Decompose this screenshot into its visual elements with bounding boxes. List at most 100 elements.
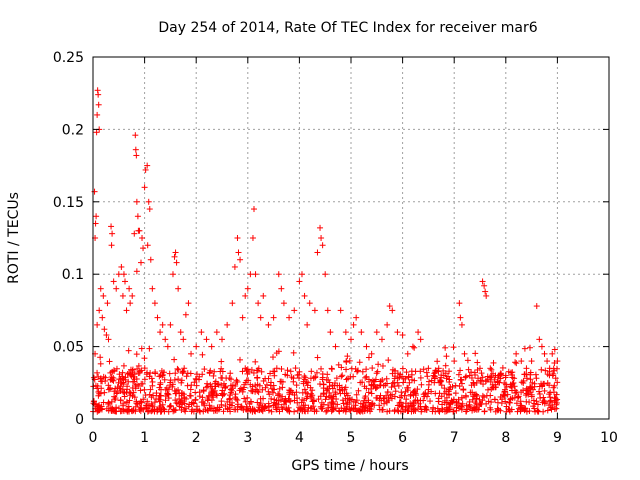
data-point	[92, 220, 99, 227]
data-point	[442, 362, 449, 369]
data-point	[290, 349, 297, 356]
data-point	[172, 397, 179, 404]
data-point	[437, 378, 444, 385]
data-point	[234, 397, 241, 404]
data-point	[142, 402, 149, 409]
data-point	[551, 367, 558, 374]
data-point	[314, 249, 321, 256]
data-point	[294, 407, 301, 414]
data-point	[239, 314, 246, 321]
data-point	[361, 408, 368, 415]
data-point	[147, 386, 154, 393]
data-point	[286, 389, 293, 396]
data-point	[115, 271, 122, 278]
data-point	[227, 392, 234, 399]
data-point	[172, 406, 179, 413]
data-point	[287, 398, 294, 405]
data-point	[475, 375, 482, 382]
data-point	[132, 383, 139, 390]
data-point	[495, 379, 502, 386]
data-point	[243, 377, 250, 384]
data-point	[227, 376, 234, 383]
data-point	[260, 377, 267, 384]
data-point	[154, 314, 161, 321]
data-point	[138, 399, 145, 406]
data-point	[499, 396, 506, 403]
data-point	[346, 357, 353, 364]
data-point	[418, 406, 425, 413]
data-point	[169, 381, 176, 388]
data-point	[361, 383, 368, 390]
data-point	[135, 362, 142, 369]
data-point	[218, 390, 225, 397]
data-point	[141, 376, 148, 383]
data-point	[479, 397, 486, 404]
data-point	[458, 376, 465, 383]
y-tick-label: 0.2	[62, 122, 84, 138]
data-point	[539, 383, 546, 390]
data-point	[492, 408, 499, 415]
data-point	[350, 373, 357, 380]
data-point	[146, 345, 153, 352]
data-point	[255, 300, 262, 307]
data-point	[190, 400, 197, 407]
data-point	[203, 384, 210, 391]
data-point	[525, 391, 532, 398]
data-point	[134, 213, 141, 220]
data-point	[247, 381, 254, 388]
data-point	[374, 368, 381, 375]
data-point	[384, 388, 391, 395]
x-tick-labels: 0 1 2 3 4 5 6 7 8 9 10	[89, 430, 618, 446]
data-point	[102, 374, 109, 381]
data-point	[112, 385, 119, 392]
data-point	[549, 350, 556, 357]
data-point	[389, 366, 396, 373]
data-point	[545, 402, 552, 409]
data-point	[348, 365, 355, 372]
data-point	[159, 321, 166, 328]
data-point	[133, 198, 140, 205]
x-tick-label: 6	[398, 430, 407, 446]
data-point	[449, 398, 456, 405]
data-point	[166, 403, 173, 410]
data-point	[526, 408, 533, 415]
data-point	[270, 314, 277, 321]
data-point	[227, 386, 234, 393]
data-point	[507, 369, 514, 376]
data-point	[452, 382, 459, 389]
data-point	[534, 401, 541, 408]
data-point	[298, 271, 305, 278]
data-point	[97, 285, 104, 292]
data-point	[136, 227, 143, 234]
data-point	[132, 146, 139, 153]
data-point	[196, 407, 203, 414]
data-point	[454, 402, 461, 409]
data-point	[304, 321, 311, 328]
data-point	[323, 393, 330, 400]
data-point	[267, 370, 274, 377]
data-point	[204, 380, 211, 387]
data-point	[97, 375, 104, 382]
data-point	[383, 399, 390, 406]
data-point	[159, 401, 166, 408]
data-point	[483, 377, 490, 384]
data-point	[133, 152, 140, 159]
data-point	[132, 132, 139, 139]
data-point	[410, 399, 417, 406]
data-point	[248, 366, 255, 373]
data-point	[517, 408, 524, 415]
data-point	[374, 394, 381, 401]
data-point	[163, 384, 170, 391]
data-point	[435, 395, 442, 402]
data-point	[307, 384, 314, 391]
data-point	[129, 393, 136, 400]
data-point	[125, 347, 132, 354]
data-point	[520, 380, 527, 387]
data-point	[261, 404, 268, 411]
data-point	[544, 371, 551, 378]
data-point	[445, 406, 452, 413]
data-point	[185, 300, 192, 307]
data-point	[420, 366, 427, 373]
data-point	[169, 383, 176, 390]
data-point	[121, 278, 128, 285]
